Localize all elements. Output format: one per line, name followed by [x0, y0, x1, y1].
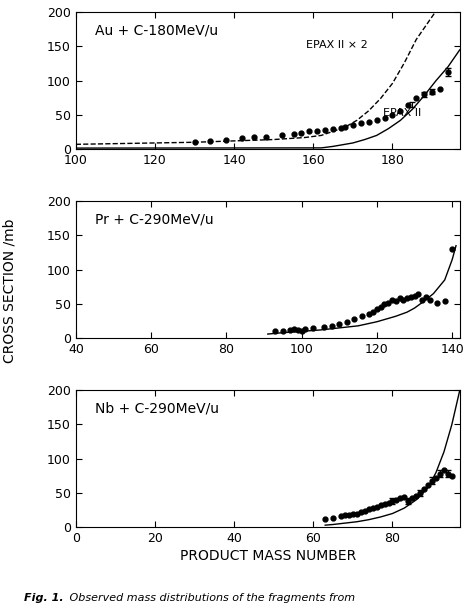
X-axis label: PRODUCT MASS NUMBER: PRODUCT MASS NUMBER — [180, 549, 356, 563]
Text: Fig. 1.: Fig. 1. — [24, 593, 64, 603]
Text: Observed mass distributions of the fragments from: Observed mass distributions of the fragm… — [66, 593, 356, 603]
Text: EPAX II × 2: EPAX II × 2 — [306, 39, 368, 50]
Text: Au + C-180MeV/u: Au + C-180MeV/u — [95, 23, 218, 37]
Text: Pr + C-290MeV/u: Pr + C-290MeV/u — [95, 212, 214, 226]
Text: CROSS SECTION /mb: CROSS SECTION /mb — [2, 219, 17, 363]
Text: EPAX II: EPAX II — [383, 108, 421, 118]
Text: Nb + C-290MeV/u: Nb + C-290MeV/u — [95, 401, 219, 415]
